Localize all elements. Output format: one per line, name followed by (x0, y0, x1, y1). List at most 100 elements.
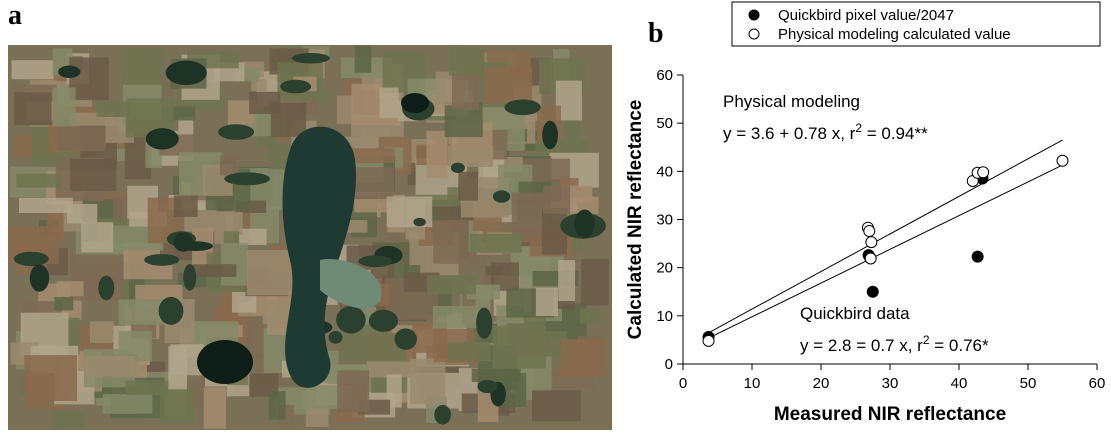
field (220, 156, 240, 176)
field (16, 174, 61, 188)
equation-part: y = 3.6 + 0.78 x, r (723, 124, 856, 143)
x-tick-label: 20 (813, 375, 830, 392)
field (249, 92, 280, 114)
pond (451, 163, 465, 173)
equation-part: y = 2.8 = 0.7 x, r (800, 336, 923, 355)
pond (280, 80, 311, 94)
field (561, 339, 606, 377)
field (53, 411, 84, 428)
pond (218, 124, 254, 140)
field (57, 281, 84, 296)
x-tick-label: 60 (1089, 375, 1106, 392)
field (54, 297, 73, 310)
pond (542, 121, 558, 150)
legend-marker (749, 29, 759, 39)
pond (14, 252, 49, 266)
field (433, 306, 479, 328)
y-tick-label: 0 (665, 356, 673, 373)
field (90, 321, 114, 343)
point (978, 167, 989, 178)
field (349, 148, 395, 163)
pond (477, 380, 497, 393)
field (452, 74, 479, 110)
fit-equation: y = 3.6 + 0.78 x, r2 = 0.94** (723, 121, 928, 143)
y-axis-title: Calculated NIR reflectance (625, 100, 646, 340)
field (458, 172, 478, 201)
field (380, 88, 399, 118)
field (470, 234, 522, 253)
pond (183, 264, 196, 290)
field (239, 229, 267, 245)
equation-part: = 0.76* (930, 336, 989, 355)
pond (574, 210, 594, 238)
pond (476, 307, 492, 338)
y-tick-label: 60 (656, 67, 673, 84)
equation-part: = 0.94** (862, 124, 928, 143)
field (448, 342, 491, 361)
field (532, 390, 581, 421)
field (581, 259, 608, 305)
field (427, 131, 448, 178)
field (84, 356, 134, 376)
field (449, 47, 484, 75)
field (103, 394, 153, 414)
field (174, 195, 198, 216)
legend-label: Quickbird pixel value/2047 (778, 7, 954, 24)
field (269, 391, 286, 419)
pond (58, 66, 80, 78)
x-axis-title: Measured NIR reflectance (774, 404, 1006, 425)
pond (292, 53, 330, 64)
x-tick-label: 50 (1020, 375, 1037, 392)
y-tick-label: 20 (656, 260, 673, 277)
figure: a b 01020304050600102030405060Measured N… (0, 0, 1111, 435)
pond (159, 297, 184, 325)
y-tick-label: 30 (656, 212, 673, 229)
fit-label: Physical modeling (723, 92, 860, 111)
point (972, 251, 983, 262)
page: a b 01020304050600102030405060Measured N… (0, 0, 1111, 435)
pond (146, 128, 179, 149)
fit-label: Quickbird data (800, 304, 910, 323)
field (70, 159, 116, 191)
fit-equation: y = 2.8 = 0.7 x, r2 = 0.76* (800, 333, 989, 355)
x-tick-label: 10 (744, 375, 761, 392)
pond (413, 218, 425, 227)
pond (166, 61, 207, 86)
point (865, 253, 876, 264)
point (866, 237, 877, 248)
field (337, 95, 353, 123)
pond (224, 172, 270, 185)
field (580, 309, 600, 324)
pond (30, 264, 49, 291)
x-tick-label: 40 (951, 375, 968, 392)
field (410, 359, 445, 404)
pond (98, 276, 114, 301)
field (484, 67, 532, 103)
panel-label: a (8, 0, 22, 31)
pond (493, 190, 510, 202)
satellite-image (8, 45, 612, 430)
legend-marker (749, 10, 759, 20)
y-tick-label: 50 (656, 115, 673, 132)
field (355, 46, 372, 73)
field (126, 99, 174, 134)
lake (401, 93, 429, 113)
pond (336, 306, 366, 333)
point (1057, 155, 1068, 166)
field (337, 370, 369, 412)
field (543, 186, 570, 214)
field (14, 92, 51, 125)
pond (329, 331, 343, 344)
point (703, 335, 714, 346)
pond (369, 310, 398, 332)
field (81, 222, 113, 252)
panel-label: b (648, 18, 664, 49)
field (168, 346, 187, 389)
pond (434, 405, 451, 425)
pond (144, 254, 179, 266)
field (24, 355, 77, 401)
field (558, 260, 575, 301)
pond (358, 255, 392, 267)
pond (394, 328, 417, 349)
field (192, 264, 237, 277)
